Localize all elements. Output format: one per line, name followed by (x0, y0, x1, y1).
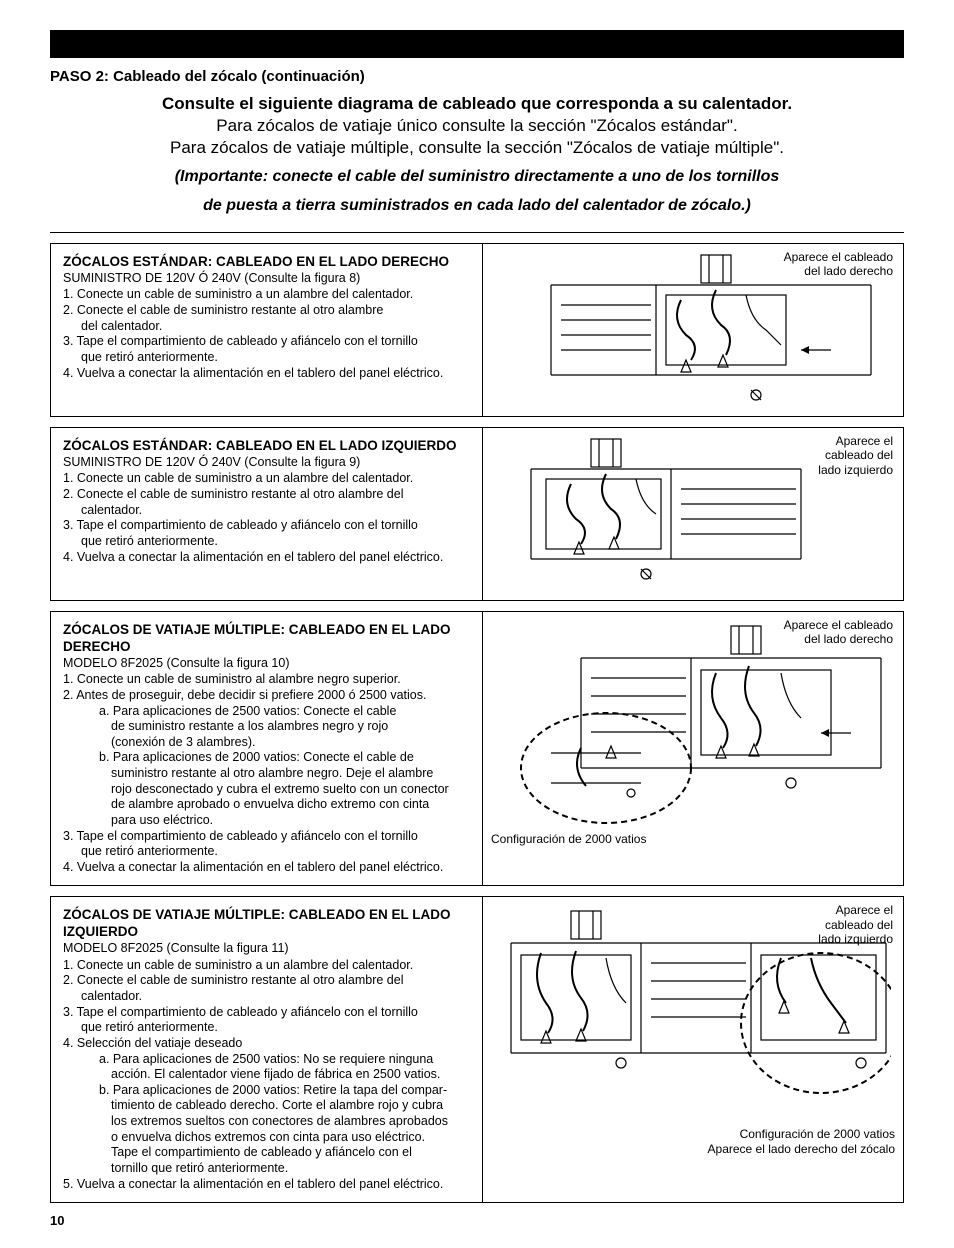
sec1-caption: Aparece el cableado del lado derecho (784, 250, 893, 279)
intro-line2: Para zócalos de vatiaje único consulte l… (60, 115, 894, 137)
sec3-sub: MODELO 8F2025 (Consulte la figura 10) (63, 656, 472, 672)
intro-line3: Para zócalos de vatiaje múltiple, consul… (60, 137, 894, 159)
sec3-caption: Aparece el cableado del lado derecho (784, 618, 893, 647)
section4-text: ZÓCALOS DE VATIAJE MÚLTIPLE: CABLEADO EN… (51, 897, 483, 1202)
sec4-steps: 1. Conecte un cable de suministro a un a… (63, 958, 472, 1192)
separator (50, 232, 904, 233)
section3-text: ZÓCALOS DE VATIAJE MÚLTIPLE: CABLEADO EN… (51, 612, 483, 886)
sec2-sub: SUMINISTRO DE 120V Ó 240V (Consulte la f… (63, 455, 472, 471)
sec2-title: ZÓCALOS ESTÁNDAR: CABLEADO EN EL LADO IZ… (63, 438, 472, 455)
sec3-title: ZÓCALOS DE VATIAJE MÚLTIPLE: CABLEADO EN… (63, 622, 472, 656)
section-multi-left: ZÓCALOS DE VATIAJE MÚLTIPLE: CABLEADO EN… (50, 896, 904, 1203)
section1-diagram: Aparece el cableado del lado derecho (483, 244, 903, 416)
section-standard-left: ZÓCALOS ESTÁNDAR: CABLEADO EN EL LADO IZ… (50, 427, 904, 601)
section-standard-right: ZÓCALOS ESTÁNDAR: CABLEADO EN EL LADO DE… (50, 243, 904, 417)
intro-italic1: (Importante: conecte el cable del sumini… (60, 167, 894, 188)
sec1-steps: 1. Conecte un cable de suministro a un a… (63, 287, 472, 381)
intro-line1: Consulte el siguiente diagrama de cablea… (60, 93, 894, 115)
section2-diagram: Aparece el cableado del lado izquierdo (483, 428, 903, 600)
page-number: 10 (50, 1213, 904, 1228)
sec4-sub: MODELO 8F2025 (Consulte la figura 11) (63, 941, 472, 957)
sec4-caption-bottom: Configuración de 2000 vatios Aparece el … (491, 1127, 895, 1156)
step-title: PASO 2: Cableado del zócalo (continuació… (50, 68, 904, 85)
sec2-caption: Aparece el cableado del lado izquierdo (818, 434, 893, 477)
header-black-bar (50, 30, 904, 58)
intro-italic2: de puesta a tierra suministrados en cada… (60, 196, 894, 217)
sec1-sub: SUMINISTRO DE 120V Ó 240V (Consulte la f… (63, 271, 472, 287)
section2-text: ZÓCALOS ESTÁNDAR: CABLEADO EN EL LADO IZ… (51, 428, 483, 600)
diagram-3-svg (491, 618, 891, 828)
sec2-steps: 1. Conecte un cable de suministro a un a… (63, 471, 472, 565)
section1-text: ZÓCALOS ESTÁNDAR: CABLEADO EN EL LADO DE… (51, 244, 483, 416)
section3-diagram: Aparece el cableado del lado derecho (483, 612, 903, 886)
sec3-steps: 1. Conecte un cable de suministro al ala… (63, 672, 472, 875)
section-multi-right: ZÓCALOS DE VATIAJE MÚLTIPLE: CABLEADO EN… (50, 611, 904, 887)
sec3-caption-bottom: Configuración de 2000 vatios (491, 832, 895, 846)
section4-diagram: Aparece el cableado del lado izquierdo (483, 897, 903, 1202)
sec4-title: ZÓCALOS DE VATIAJE MÚLTIPLE: CABLEADO EN… (63, 907, 472, 941)
intro-box: Consulte el siguiente diagrama de cablea… (60, 93, 894, 217)
sec4-caption: Aparece el cableado del lado izquierdo (818, 903, 893, 946)
sec1-title: ZÓCALOS ESTÁNDAR: CABLEADO EN EL LADO DE… (63, 254, 472, 271)
